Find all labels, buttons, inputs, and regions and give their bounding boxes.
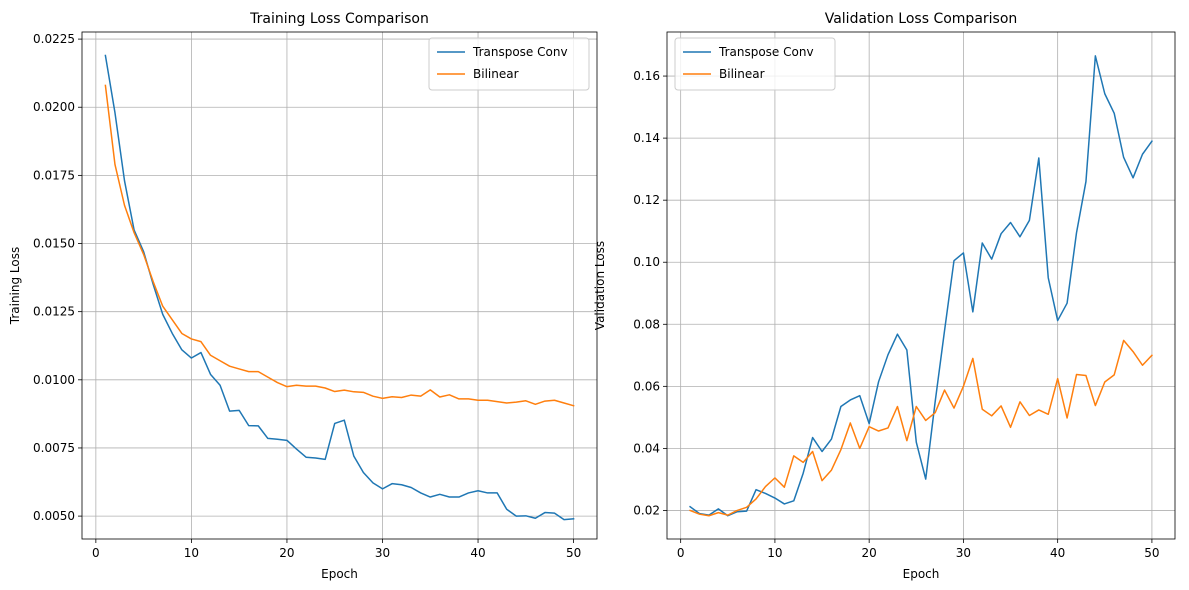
y-tick-label: 0.0225 bbox=[33, 32, 75, 46]
y-tick-label: 0.0175 bbox=[33, 168, 75, 182]
x-tick-label: 40 bbox=[470, 546, 485, 560]
y-tick-label: 0.16 bbox=[633, 69, 660, 83]
y-tick-label: 0.08 bbox=[633, 317, 660, 331]
y-tick-label: 0.0050 bbox=[33, 509, 75, 523]
x-tick-label: 30 bbox=[375, 546, 390, 560]
y-axis-label: Validation Loss bbox=[593, 241, 607, 330]
validation-loss-chart: Validation Loss Comparison Epoch Validat… bbox=[593, 11, 1176, 581]
y-tick-label: 0.10 bbox=[633, 255, 660, 269]
grid bbox=[82, 32, 597, 539]
x-tick-label: 50 bbox=[566, 546, 581, 560]
series-line-transpose-conv bbox=[689, 55, 1153, 517]
y-tick-label: 0.14 bbox=[633, 131, 660, 145]
series-line-transpose-conv bbox=[104, 54, 575, 521]
chart-title: Validation Loss Comparison bbox=[825, 11, 1018, 27]
y-tick-label: 0.0100 bbox=[33, 373, 75, 387]
legend-box bbox=[674, 37, 836, 91]
series-line-bilinear bbox=[104, 84, 575, 407]
chart-title: Training Loss Comparison bbox=[249, 11, 429, 27]
y-tick-label: 0.0075 bbox=[33, 441, 75, 455]
x-tick-label: 10 bbox=[767, 546, 782, 560]
x-tick-label: 10 bbox=[184, 546, 199, 560]
y-tick-label: 0.12 bbox=[633, 193, 660, 207]
x-tick-label: 40 bbox=[1050, 546, 1065, 560]
grid bbox=[667, 32, 1175, 539]
y-tick-label: 0.0200 bbox=[33, 100, 75, 114]
plot-frame bbox=[81, 31, 598, 540]
y-tick-label: 0.0150 bbox=[33, 237, 75, 251]
x-axis-label: Epoch bbox=[903, 567, 940, 581]
legend: Transpose Conv Bilinear bbox=[674, 37, 836, 91]
x-tick-label: 30 bbox=[956, 546, 971, 560]
y-tick-label: 0.02 bbox=[633, 503, 660, 517]
x-tick-label: 20 bbox=[279, 546, 294, 560]
x-tick-label: 50 bbox=[1144, 546, 1159, 560]
x-tick-label: 0 bbox=[92, 546, 100, 560]
legend-box bbox=[428, 37, 590, 91]
training-loss-chart: Training Loss Comparison Epoch Training … bbox=[8, 11, 598, 581]
legend-label: Bilinear bbox=[719, 67, 765, 81]
legend: Transpose Conv Bilinear bbox=[428, 37, 590, 91]
y-tick-label: 0.0125 bbox=[33, 305, 75, 319]
legend-label: Transpose Conv bbox=[718, 45, 814, 59]
plot-frame bbox=[666, 31, 1176, 540]
x-tick-label: 20 bbox=[862, 546, 877, 560]
y-axis-label: Training Loss bbox=[8, 247, 22, 325]
y-tick-label: 0.06 bbox=[633, 379, 660, 393]
y-tick-label: 0.04 bbox=[633, 441, 660, 455]
legend-label: Transpose Conv bbox=[472, 45, 568, 59]
x-tick-label: 0 bbox=[677, 546, 685, 560]
series-line-bilinear bbox=[689, 339, 1153, 517]
x-axis-label: Epoch bbox=[321, 567, 358, 581]
legend-label: Bilinear bbox=[473, 67, 519, 81]
